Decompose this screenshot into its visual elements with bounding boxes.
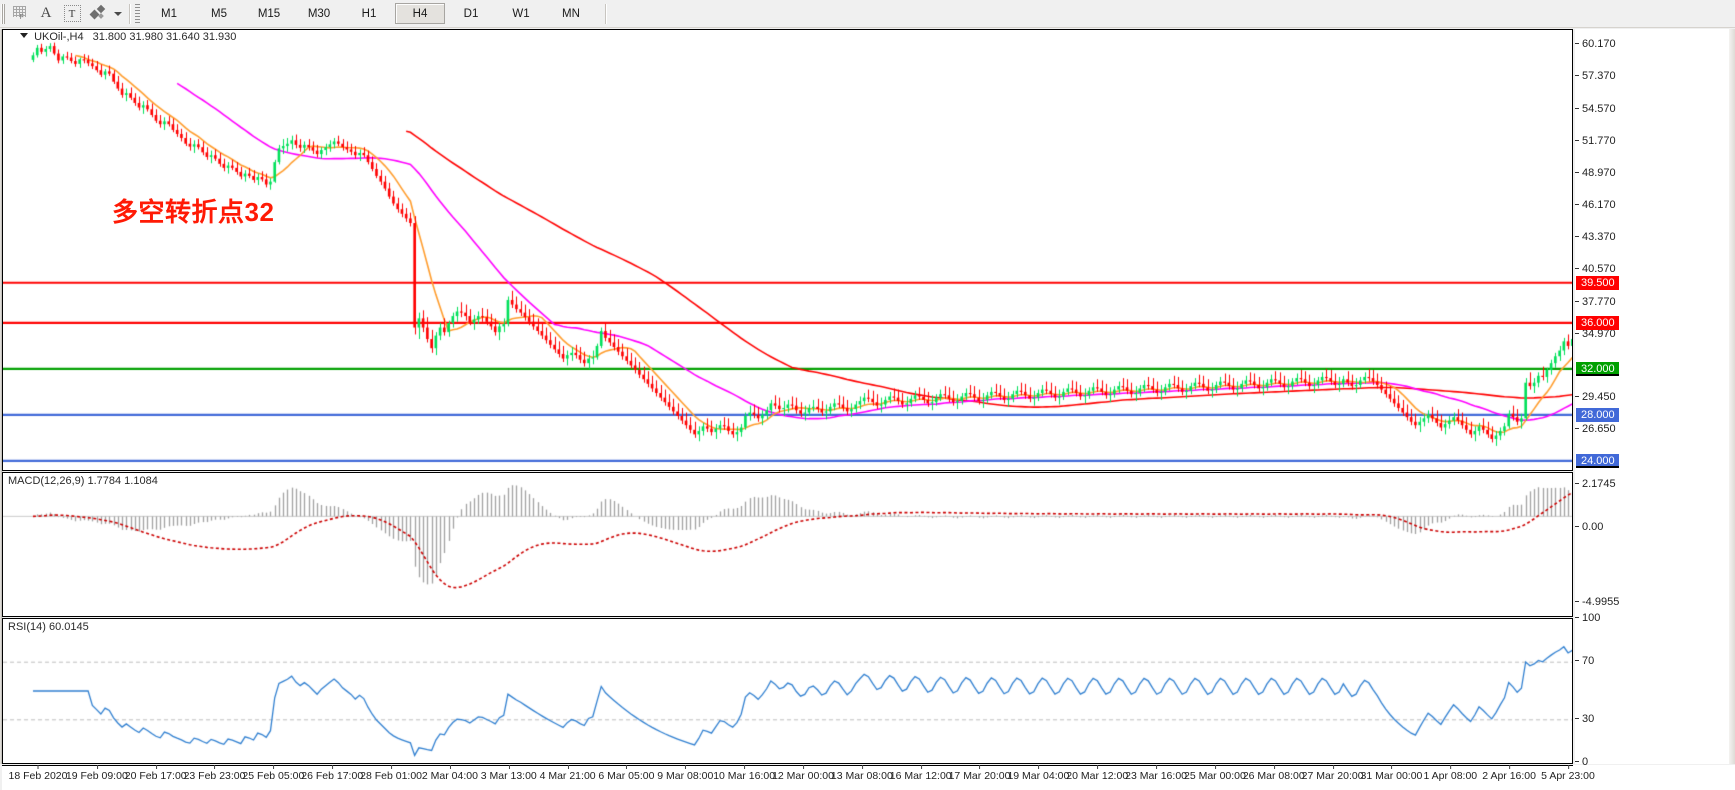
time-tick: 20 Mar 12:00 (1066, 765, 1128, 782)
time-tick: 6 Mar 05:00 (598, 765, 654, 782)
timeframe-w1[interactable]: W1 (512, 7, 530, 20)
macd-tick: 0.00 (1575, 521, 1603, 533)
price-tick: 60.170 (1575, 38, 1616, 50)
time-scale[interactable]: 18 Feb 2020 19 Feb 09:00 20 Feb 17:00 23 Fe… (2, 765, 1735, 790)
timeframe-h4[interactable]: H4 (395, 3, 445, 24)
rsi-tick: 70 (1575, 655, 1594, 667)
chart-toolbar: A T M1 M5 M15 M30 H1 H4 D1 W1 MN (0, 0, 1735, 28)
price-level-label[interactable]: 32.000 (1576, 361, 1619, 376)
time-tick: 28 Feb 01:00 (360, 765, 422, 782)
timeframe-drag-handle[interactable] (135, 4, 140, 23)
time-tick: 20 Feb 17:00 (125, 765, 187, 782)
crosshair-icon[interactable] (7, 2, 33, 25)
rsi-indicator-label: RSI(14) 60.0145 (8, 621, 89, 633)
price-tick: 57.370 (1575, 70, 1616, 82)
time-tick: 27 Mar 20:00 (1302, 765, 1364, 782)
price-scale[interactable]: 60.170 57.370 54.570 51.770 48.970 46.170 43.3… (1575, 29, 1735, 768)
macd-indicator-label: MACD(12,26,9) 1.7784 1.1084 (8, 475, 158, 487)
price-tick: 46.170 (1575, 199, 1616, 211)
time-tick: 3 Mar 13:00 (481, 765, 537, 782)
time-tick: 2 Apr 16:00 (1482, 765, 1536, 782)
price-tick: 37.770 (1575, 296, 1616, 308)
price-tick: 34.970 (1575, 328, 1616, 340)
time-tick: 4 Mar 21:00 (540, 765, 596, 782)
timeframe-mn[interactable]: MN (562, 7, 580, 20)
toolbar-drag-handle[interactable] (1, 3, 5, 24)
time-scale-border (2, 765, 1573, 766)
time-tick: 18 Feb 2020 (9, 765, 67, 782)
time-tick: 12 Mar 00:00 (772, 765, 834, 782)
price-tick: 51.770 (1575, 135, 1616, 147)
time-tick: 23 Mar 16:00 (1125, 765, 1187, 782)
time-tick: 2 Mar 04:00 (422, 765, 478, 782)
timeframe-m5[interactable]: M5 (211, 7, 227, 20)
price-level-label[interactable]: 24.000 (1576, 453, 1619, 468)
price-tick: 43.370 (1575, 231, 1616, 243)
symbol-info-label: UKOil-,H4 31.800 31.980 31.640 31.930 (20, 31, 236, 43)
rsi-tick: 100 (1575, 612, 1600, 624)
macd-tick: 2.1745 (1575, 478, 1616, 490)
left-gutter (0, 29, 3, 764)
time-tick: 19 Mar 04:00 (1007, 765, 1069, 782)
timeframe-m15[interactable]: M15 (257, 7, 281, 20)
chart-annotation-text: 多空转折点32 (112, 197, 275, 227)
timeframe-group: M1 M5 M15 M30 H1 H4 D1 W1 MN (145, 3, 595, 24)
time-tick: 16 Mar 12:00 (890, 765, 952, 782)
time-tick: 26 Mar 08:00 (1243, 765, 1305, 782)
text-box-glyph: T (63, 5, 81, 22)
time-tick: 17 Mar 20:00 (949, 765, 1010, 782)
toolbar-separator-2 (605, 3, 607, 24)
text-box-icon[interactable]: T (59, 2, 85, 25)
objects-icon[interactable] (85, 2, 111, 25)
time-tick: 1 Apr 08:00 (1423, 765, 1477, 782)
timeframe-h1[interactable]: H1 (361, 7, 377, 20)
time-tick: 19 Feb 09:00 (66, 765, 128, 782)
price-tick: 26.650 (1575, 423, 1616, 435)
toolbar-separator (129, 3, 131, 24)
symbol-name: UKOil-,H4 (34, 31, 84, 43)
time-tick: 13 Mar 08:00 (831, 765, 893, 782)
price-tick: 29.450 (1575, 391, 1616, 403)
chevron-down-icon[interactable] (111, 2, 125, 25)
price-chart-canvas[interactable] (3, 30, 1572, 470)
ohlc-values: 31.800 31.980 31.640 31.930 (92, 31, 237, 43)
rsi-tick: 0 (1575, 756, 1588, 768)
time-tick: 25 Feb 05:00 (242, 765, 304, 782)
time-tick: 9 Mar 08:00 (657, 765, 713, 782)
price-level-label[interactable]: 28.000 (1576, 407, 1619, 422)
price-level-label[interactable]: 39.500 (1576, 275, 1619, 290)
macd-chart-canvas[interactable] (3, 473, 1572, 616)
timeframe-d1[interactable]: D1 (463, 7, 479, 20)
time-tick: 26 Feb 17:00 (301, 765, 363, 782)
vertical-scrollbar[interactable] (1729, 29, 1735, 764)
timeframe-m1[interactable]: M1 (161, 7, 177, 20)
time-tick: 10 Mar 16:00 (713, 765, 775, 782)
time-tick: 5 Apr 23:00 (1541, 765, 1595, 782)
time-tick: 31 Mar 00:00 (1361, 765, 1422, 782)
price-tick: 48.970 (1575, 167, 1616, 179)
price-tick: 54.570 (1575, 103, 1616, 115)
price-tick: 40.570 (1575, 263, 1616, 275)
price-level-label[interactable]: 36.000 (1576, 315, 1619, 330)
time-tick: 25 Mar 00:00 (1184, 765, 1246, 782)
time-tick: 23 Feb 23:00 (184, 765, 245, 782)
collapse-triangle-icon[interactable] (20, 33, 28, 38)
timeframe-m30[interactable]: M30 (307, 7, 331, 20)
rsi-tick: 30 (1575, 713, 1594, 725)
macd-tick: -4.9955 (1575, 596, 1619, 608)
rsi-chart-canvas[interactable] (3, 619, 1572, 763)
text-label-icon[interactable]: A (40, 5, 52, 21)
